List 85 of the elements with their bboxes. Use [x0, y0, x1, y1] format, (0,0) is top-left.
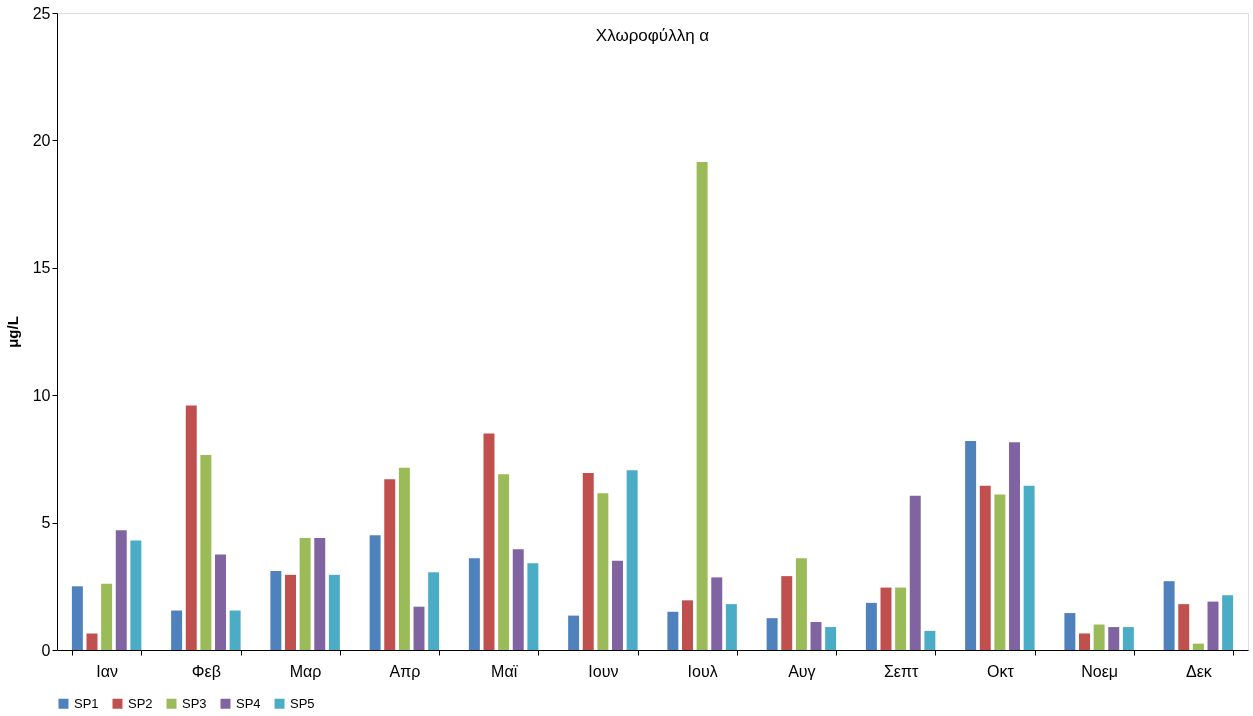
bar: [825, 627, 837, 650]
bar: [612, 560, 623, 650]
bar: [185, 405, 197, 650]
bar: [1064, 613, 1076, 650]
bar: [1079, 633, 1090, 650]
bar: [229, 610, 241, 650]
bar: [270, 571, 282, 650]
bar: [398, 467, 410, 650]
bar: [810, 621, 822, 650]
bar: [582, 472, 594, 650]
bar: [527, 563, 539, 650]
bar: [865, 602, 877, 650]
x-tick-label: Φεβ: [191, 662, 221, 680]
bar: [215, 554, 226, 650]
bar: [1192, 643, 1204, 650]
bar: [795, 558, 807, 650]
bar: [328, 574, 340, 650]
bar: [626, 470, 638, 650]
bar: [725, 604, 737, 650]
bar: [369, 535, 381, 650]
bar: [314, 537, 326, 650]
bar: [1009, 442, 1020, 650]
bar: [384, 479, 396, 650]
bar: [299, 537, 311, 650]
bar: [597, 493, 609, 650]
bar: [101, 583, 113, 650]
bar: [130, 540, 142, 650]
bar: [413, 606, 425, 650]
x-tick-label: Ιαν: [96, 662, 118, 680]
x-tick-label: Μαρ: [289, 662, 322, 680]
x-tick-label: Ιουλ: [687, 662, 718, 680]
bar: [1178, 604, 1190, 650]
bar: [171, 610, 183, 650]
bar: [965, 441, 977, 650]
bar: [781, 576, 793, 650]
bar: [909, 495, 921, 650]
bar: [924, 630, 936, 650]
bar: [1108, 627, 1120, 650]
bar: [667, 611, 679, 650]
x-tick-label: Αυγ: [788, 662, 816, 680]
bar: [285, 574, 296, 650]
bar: [115, 530, 127, 650]
bar: [994, 494, 1006, 650]
bar: [1207, 601, 1219, 650]
bar: [696, 162, 708, 650]
bar: [1163, 581, 1175, 650]
bar: [86, 633, 98, 650]
x-tick-label: Μαϊ: [491, 662, 518, 680]
bar: [512, 549, 524, 650]
bar: [766, 618, 778, 650]
bar: [711, 577, 723, 650]
bar: [1122, 627, 1134, 650]
legend-label: SP1: [74, 695, 99, 711]
y-axis-title: μg/L: [3, 316, 21, 348]
bar: [1023, 485, 1035, 650]
x-tick-label: Απρ: [389, 662, 421, 680]
y-tick-label: 10: [32, 386, 51, 404]
x-tick-label: Οκτ: [986, 662, 1015, 680]
bar: [568, 615, 580, 650]
x-tick-label: Νοεμ: [1081, 662, 1119, 680]
bar: [498, 474, 510, 650]
bar: [200, 455, 212, 650]
legend-label: SP3: [182, 695, 207, 711]
bar: [682, 600, 693, 650]
y-tick-label: 25: [32, 4, 51, 22]
legend-label: SP5: [290, 695, 315, 711]
bar: [979, 485, 991, 650]
legend-label: SP2: [128, 695, 153, 711]
y-tick-label: 15: [32, 259, 51, 277]
bar: [71, 586, 83, 650]
bar: [468, 558, 480, 650]
x-tick-label: Δεκ: [1185, 662, 1213, 680]
bar: [483, 433, 495, 650]
x-tick-label: Σεπτ: [883, 662, 919, 680]
y-tick-label: 0: [41, 641, 51, 659]
bar: [1222, 595, 1234, 650]
bar: [428, 572, 440, 650]
y-tick-label: 20: [32, 131, 51, 149]
bar: [1093, 624, 1105, 650]
x-tick-label: Ιουν: [588, 662, 619, 680]
bar: [895, 587, 907, 650]
text: Χλωροφύλλη α: [595, 26, 710, 45]
bar: [880, 587, 892, 650]
legend-label: SP4: [236, 695, 261, 711]
y-tick-label: 5: [41, 514, 51, 532]
